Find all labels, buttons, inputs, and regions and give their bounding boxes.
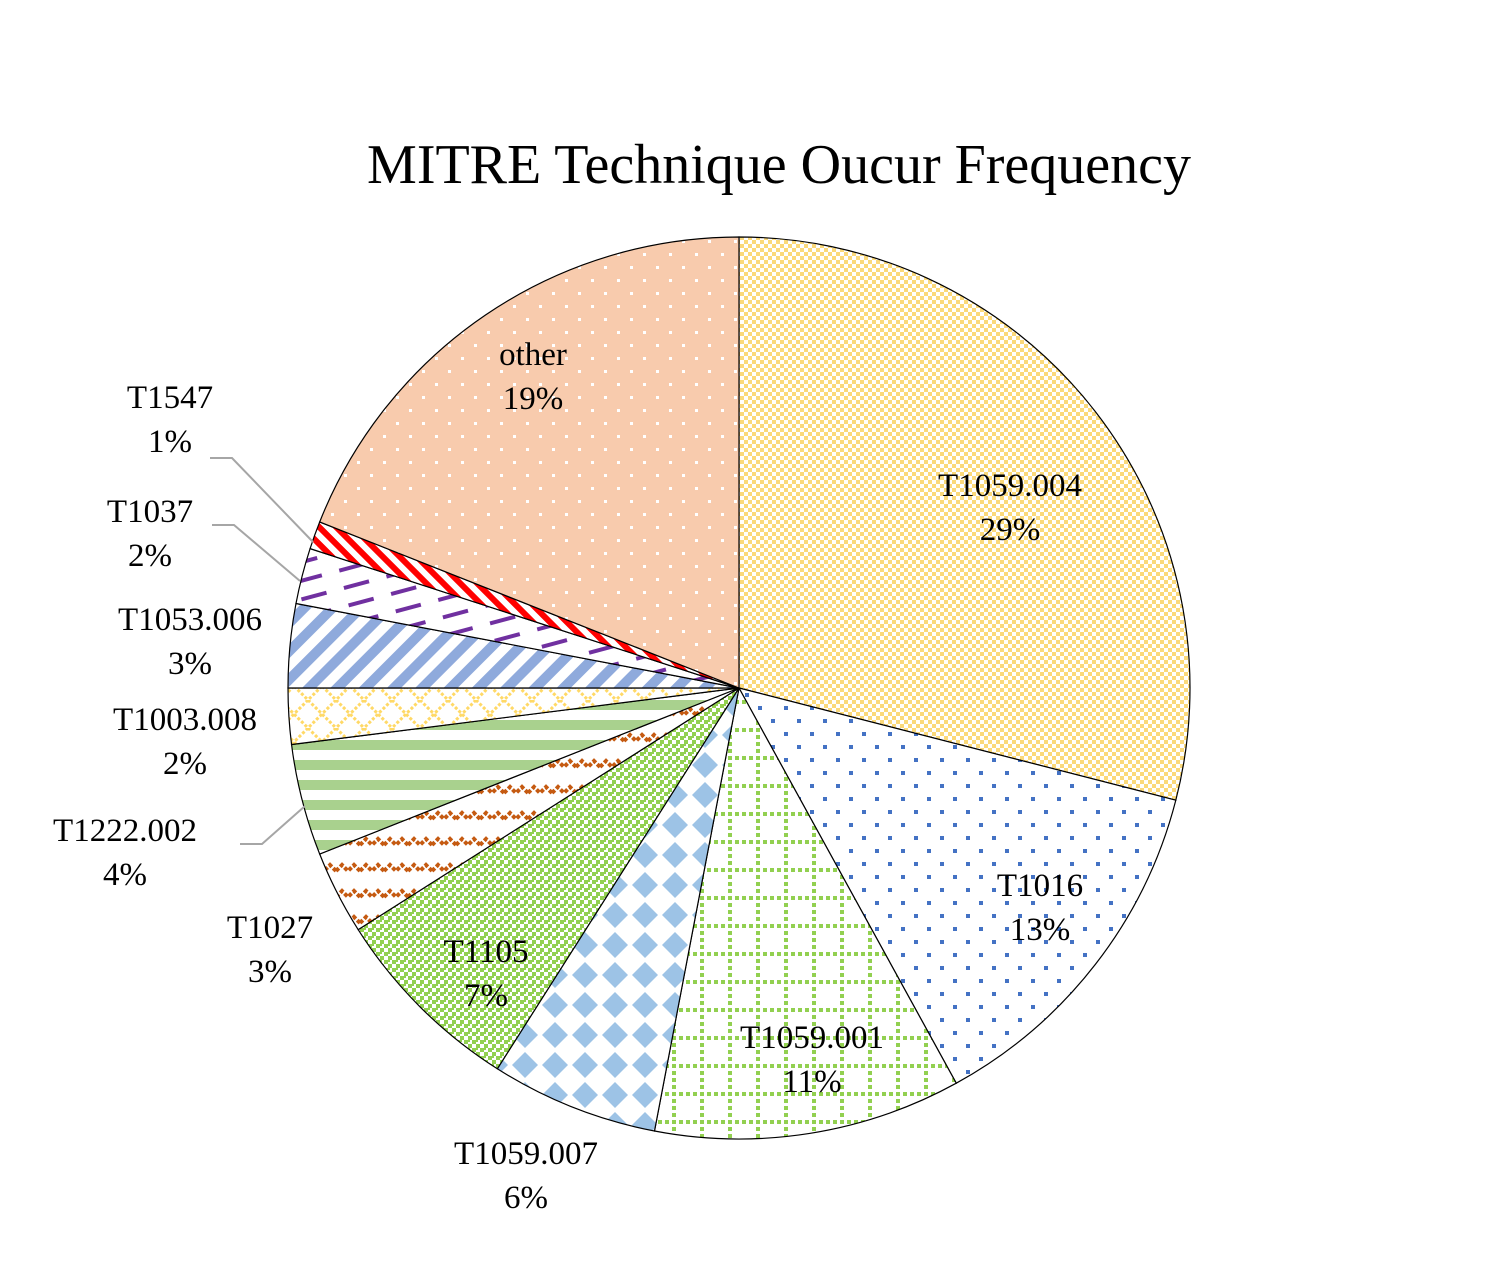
data-label-category: T1027 [227, 910, 313, 946]
data-label-percent: 19% [503, 381, 564, 417]
data-label: T1053.006 3% [118, 602, 262, 682]
pie-slices [287, 236, 1191, 1140]
data-label: T1059.004 29% [938, 468, 1082, 548]
data-label-category: T1547 [127, 380, 213, 416]
data-label-category: T1053.006 [118, 602, 262, 638]
data-label-category: T1037 [107, 494, 193, 530]
data-label: T1059.007 6% [454, 1136, 598, 1216]
leader-line [240, 805, 306, 845]
data-label: T1037 2% [107, 494, 193, 574]
data-label: T1016 13% [997, 868, 1083, 948]
pie-slice-other [318, 236, 740, 689]
data-label-percent: 7% [464, 978, 508, 1014]
pie-slice-t1105 [357, 687, 740, 1070]
leader-line [210, 457, 314, 543]
data-labels: T1059.004 29%T1016 13%T1059.001 11%T1059.00… [53, 337, 1083, 1216]
data-label: other 19% [499, 337, 567, 417]
pie-slice-t1016 [737, 687, 1177, 1085]
data-label: T1222.002 4% [53, 813, 197, 893]
data-label: T1059.001 11% [740, 1020, 884, 1100]
pie-slice-t1059-007 [496, 687, 740, 1132]
data-label-category: T1105 [444, 934, 529, 970]
data-label: T1027 3% [227, 910, 313, 990]
data-label-category: T1059.007 [454, 1136, 598, 1172]
data-label-percent: 3% [168, 646, 212, 682]
data-label: T1105 7% [444, 934, 529, 1014]
data-label-percent: 1% [148, 424, 192, 460]
data-label-category: T1016 [997, 868, 1083, 904]
chart-title: MITRE Technique Oucur Frequency [367, 134, 1191, 196]
data-label: T1547 1% [127, 380, 213, 460]
data-label-percent: 6% [504, 1180, 548, 1216]
data-label-percent: 11% [782, 1064, 841, 1100]
leader-line [212, 524, 301, 582]
data-label-category: T1222.002 [53, 813, 197, 849]
data-label-percent: 2% [163, 746, 207, 782]
data-label-category: T1059.001 [740, 1020, 884, 1056]
leader-lines [210, 457, 314, 845]
pie-slice-t1059-004 [738, 236, 1191, 801]
data-label-percent: 13% [1010, 912, 1071, 948]
data-label-percent: 29% [980, 512, 1041, 548]
data-label-category: other [499, 337, 567, 373]
data-label: T1003.008 2% [113, 702, 257, 782]
data-label-percent: 4% [103, 857, 147, 893]
data-label-category: T1003.008 [113, 702, 257, 738]
data-label-percent: 3% [248, 954, 292, 990]
data-label-percent: 2% [128, 538, 172, 574]
data-label-category: T1059.004 [938, 468, 1082, 504]
pie-slice-t1059-001 [653, 686, 958, 1140]
